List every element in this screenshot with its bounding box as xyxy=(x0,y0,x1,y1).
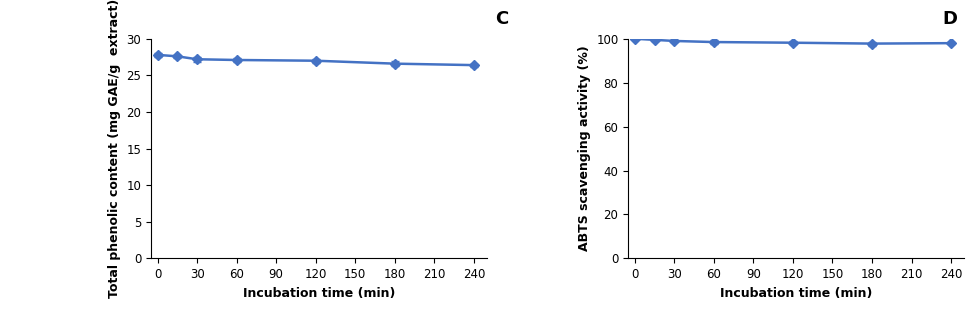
Text: C: C xyxy=(495,10,508,28)
Y-axis label: Total phenolic content (mg GAE/g  extract): Total phenolic content (mg GAE/g extract… xyxy=(108,0,121,298)
X-axis label: Incubation time (min): Incubation time (min) xyxy=(243,287,395,300)
Y-axis label: ABTS scavenging activity (%): ABTS scavenging activity (%) xyxy=(578,46,590,251)
X-axis label: Incubation time (min): Incubation time (min) xyxy=(720,287,873,300)
Text: D: D xyxy=(942,10,957,28)
